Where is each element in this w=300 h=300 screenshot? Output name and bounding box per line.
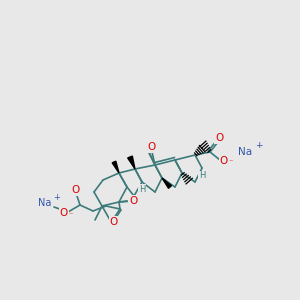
Text: +: + — [255, 141, 262, 150]
Text: ⁻: ⁻ — [228, 157, 232, 166]
Text: ⁻: ⁻ — [68, 210, 72, 219]
Polygon shape — [128, 156, 135, 169]
Text: Na: Na — [38, 198, 52, 208]
Text: O: O — [147, 142, 155, 152]
Text: O: O — [129, 196, 137, 206]
Text: O: O — [215, 133, 223, 143]
Text: H: H — [199, 172, 205, 181]
Text: O: O — [72, 185, 80, 195]
Text: O: O — [110, 217, 118, 227]
Text: +: + — [53, 193, 60, 202]
Polygon shape — [162, 178, 172, 188]
Text: H: H — [139, 184, 145, 194]
Polygon shape — [112, 161, 119, 173]
Text: Na: Na — [238, 147, 252, 157]
Text: O: O — [220, 156, 228, 166]
Text: O: O — [60, 208, 68, 218]
